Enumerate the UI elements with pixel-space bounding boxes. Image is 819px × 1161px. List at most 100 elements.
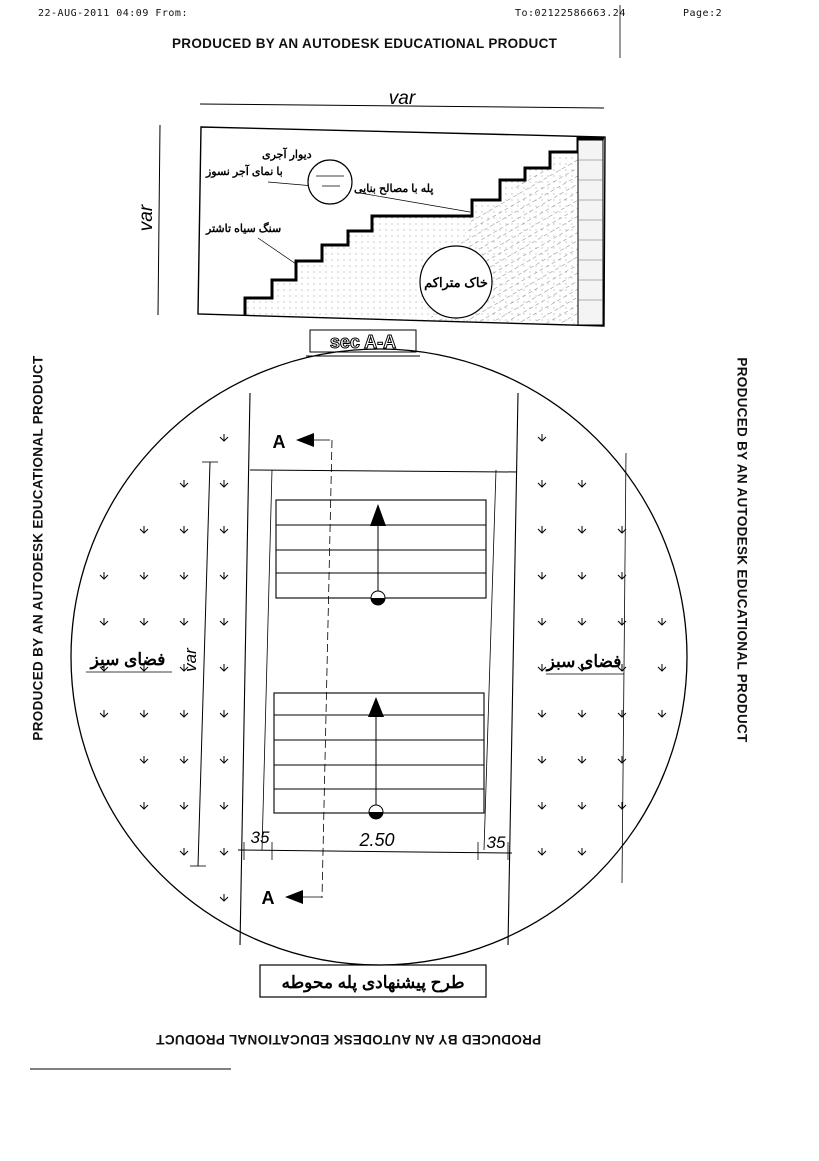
section-cut-line xyxy=(321,439,333,899)
cut-arrow-bottom xyxy=(285,890,303,904)
grass-symbol xyxy=(617,664,627,672)
cut-marker-top: A xyxy=(273,432,286,452)
grass-symbol xyxy=(99,618,109,626)
grass-symbol xyxy=(657,664,667,672)
grass-symbol xyxy=(219,664,229,672)
grass-symbol xyxy=(577,848,587,856)
grass-symbol xyxy=(219,572,229,580)
brick-wall xyxy=(577,139,604,326)
grass-symbol xyxy=(179,572,189,580)
grass-symbol xyxy=(139,526,149,534)
grass-symbol xyxy=(617,572,627,580)
grass-symbol xyxy=(219,848,229,856)
grass-symbol xyxy=(99,572,109,580)
grass-symbol xyxy=(657,710,667,718)
grass-symbol xyxy=(219,894,229,902)
grass-symbol xyxy=(139,710,149,718)
green-space-right-label: فضای سبز xyxy=(545,652,622,672)
grass-symbol xyxy=(179,848,189,856)
plan-width-dimension xyxy=(237,849,513,854)
note-brick-wall: دیوار آجری xyxy=(262,147,312,161)
cut-arrow-top xyxy=(296,433,314,447)
grass-symbol xyxy=(219,756,229,764)
note-brick-facing: با نمای آجر نسوز xyxy=(205,164,283,178)
grass-symbol xyxy=(617,710,627,718)
grass-symbol xyxy=(139,664,149,672)
grass-symbol xyxy=(577,802,587,810)
grass-symbol xyxy=(179,526,189,534)
arrow-head-upper xyxy=(370,504,386,526)
green-space-left-label: فضای سبز xyxy=(89,650,166,670)
grass-symbol xyxy=(537,618,547,626)
plan-length-label: var xyxy=(181,647,200,672)
grass-symbol xyxy=(139,572,149,580)
grass-symbol xyxy=(179,618,189,626)
grass-symbol xyxy=(577,618,587,626)
dim-right: 35 xyxy=(487,833,506,852)
plan-title-box xyxy=(259,964,487,998)
grass-symbol xyxy=(179,802,189,810)
grass-symbol xyxy=(179,480,189,488)
section-height-dimension xyxy=(157,124,161,316)
section-title-box xyxy=(309,329,417,353)
grass-symbol xyxy=(219,802,229,810)
grass-symbol xyxy=(537,480,547,488)
grass-symbol xyxy=(179,756,189,764)
grass-symbol xyxy=(179,710,189,718)
wall-detail-circle xyxy=(307,159,353,205)
dim-center: 2.50 xyxy=(358,830,394,850)
fax-to-number: To:02122586663.24 xyxy=(515,8,626,19)
cut-marker-bottom: A xyxy=(262,888,275,908)
note-soil: خاک متراکم xyxy=(424,275,488,291)
section-height-label: var xyxy=(136,204,157,231)
grass-symbol xyxy=(219,434,229,442)
soil-detail-circle xyxy=(419,245,493,319)
grass-symbol xyxy=(617,802,627,810)
path-edge-left xyxy=(239,392,251,946)
plan-title: طرح پیشنهادی پله محوطه xyxy=(281,973,464,993)
grass-symbol xyxy=(577,756,587,764)
grass-symbol xyxy=(537,802,547,810)
grass-symbol xyxy=(99,710,109,718)
grass-symbol xyxy=(179,664,189,672)
grass-symbol xyxy=(139,802,149,810)
grass-symbol xyxy=(617,526,627,534)
grass-symbol xyxy=(537,848,547,856)
watermark-top: PRODUCED BY AN AUTODESK EDUCATIONAL PROD… xyxy=(172,36,558,51)
grass-symbol xyxy=(577,526,587,534)
fax-page-number: Page:2 xyxy=(683,8,723,19)
grass-symbol xyxy=(219,618,229,626)
grass-symbol xyxy=(219,480,229,488)
grass-symbol xyxy=(219,526,229,534)
grass-symbols xyxy=(99,434,667,902)
section-width-dimension xyxy=(199,103,605,109)
grass-symbol xyxy=(219,710,229,718)
grass-symbol xyxy=(577,710,587,718)
stair-profile xyxy=(243,136,604,316)
grass-symbol xyxy=(99,664,109,672)
section-frame xyxy=(197,126,606,327)
section-title: sec A-A xyxy=(330,332,396,352)
grass-symbol xyxy=(657,618,667,626)
top-edge-line xyxy=(249,469,518,473)
grass-symbol xyxy=(139,618,149,626)
grass-symbol xyxy=(537,572,547,580)
section-width-label: var xyxy=(389,88,416,109)
grass-symbol xyxy=(537,434,547,442)
right-reference-line xyxy=(621,452,627,884)
grass-symbol xyxy=(537,664,547,672)
note-stone: سنگ سیاه تاشتر xyxy=(205,221,281,235)
grass-symbol xyxy=(537,710,547,718)
dim-left: 35 xyxy=(251,828,270,847)
grass-symbol xyxy=(577,480,587,488)
grass-symbol xyxy=(617,756,627,764)
grass-symbol xyxy=(537,526,547,534)
arrow-head-lower xyxy=(368,697,384,717)
grass-symbol xyxy=(577,664,587,672)
grass-symbol xyxy=(577,572,587,580)
fax-date-from: 22-AUG-2011 04:09 From: xyxy=(38,8,188,19)
stair-plan-drawing: A A var 35 2.50 35 فضای سبز فضای سبز طرح… xyxy=(70,348,688,998)
note-stair-material: پله با مصالح بنایی xyxy=(354,183,433,195)
grass-symbol xyxy=(617,618,627,626)
